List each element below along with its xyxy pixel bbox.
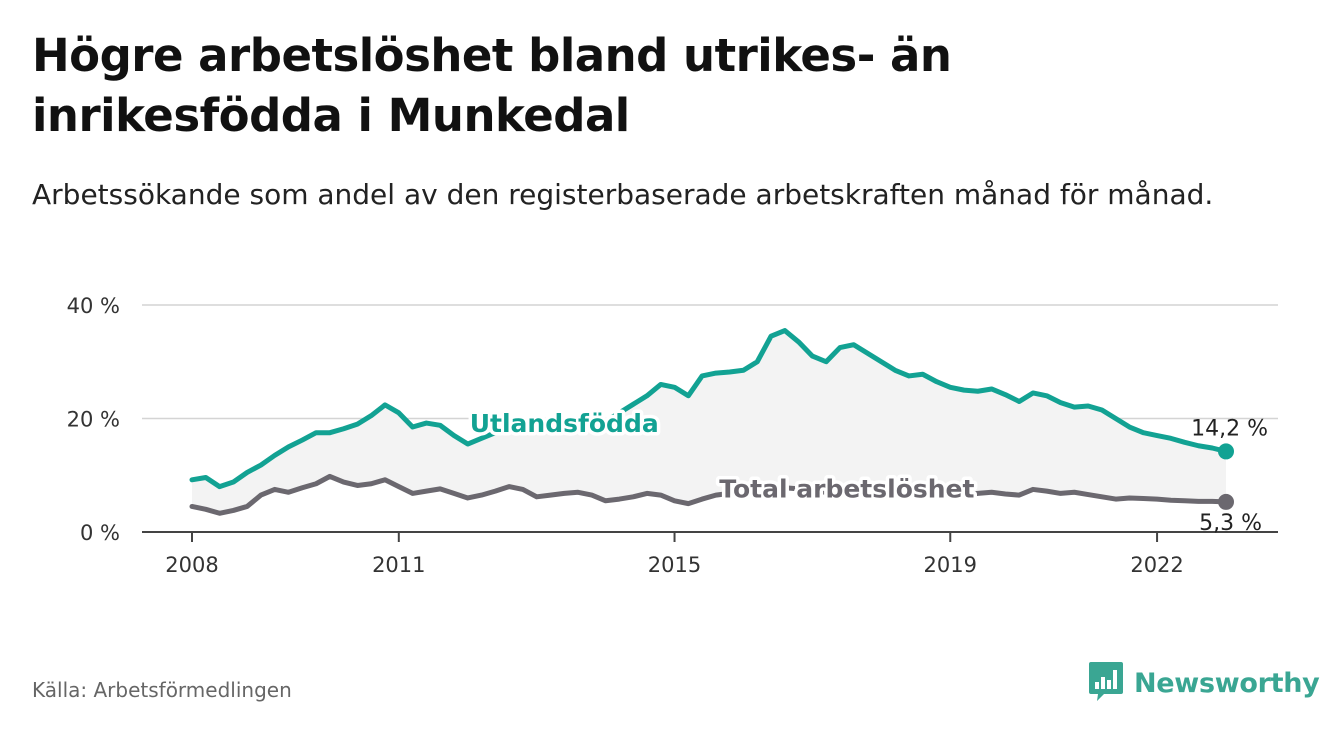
chart-title: Högre arbetslöshet bland utrikes- än inr… <box>32 29 952 142</box>
line-chart: 0 % 20 % 40 % 2008 2011 2015 2019 2022 Utlands… <box>67 294 1278 577</box>
newsworthy-logo-icon <box>1088 660 1124 706</box>
brand-logo: Newsworthy <box>1088 660 1320 706</box>
chart-subtitle: Arbetssökande som andel av den registerb… <box>32 178 1214 211</box>
end-label-total: 5,3 % <box>1199 511 1262 536</box>
y-axis: 0 % 20 % 40 % <box>67 294 120 545</box>
series-line-utlandsfodda <box>189 328 1229 490</box>
y-tick-label: 40 % <box>67 294 120 318</box>
x-tick-label: 2011 <box>372 553 425 577</box>
y-tick-label: 0 % <box>80 521 120 545</box>
brand-name: Newsworthy <box>1134 667 1320 699</box>
x-tick-label: 2019 <box>924 553 977 577</box>
x-tick-label: 2008 <box>165 553 218 577</box>
x-tick-label: 2015 <box>648 553 701 577</box>
series-label-utlandsfodda: Utlandsfödda <box>470 409 659 438</box>
source-note: Källa: Arbetsförmedlingen <box>32 678 292 702</box>
x-axis: 2008 2011 2015 2019 2022 <box>165 532 1184 577</box>
end-point-utlandsfodda <box>1218 443 1234 460</box>
end-point-total <box>1218 493 1234 510</box>
series-lines <box>189 328 1234 516</box>
end-label-utlandsfodda: 14,2 % <box>1191 416 1268 441</box>
series-label-total: Total arbetslöshet <box>719 474 974 503</box>
series-line-total <box>189 473 1229 516</box>
gap-band <box>192 330 1226 514</box>
x-tick-label: 2022 <box>1130 553 1183 577</box>
series-label-halo: Utlandsfödda <box>470 409 659 438</box>
series-label-halo: Total arbetslöshet <box>719 474 974 503</box>
y-tick-label: 20 % <box>67 408 120 432</box>
